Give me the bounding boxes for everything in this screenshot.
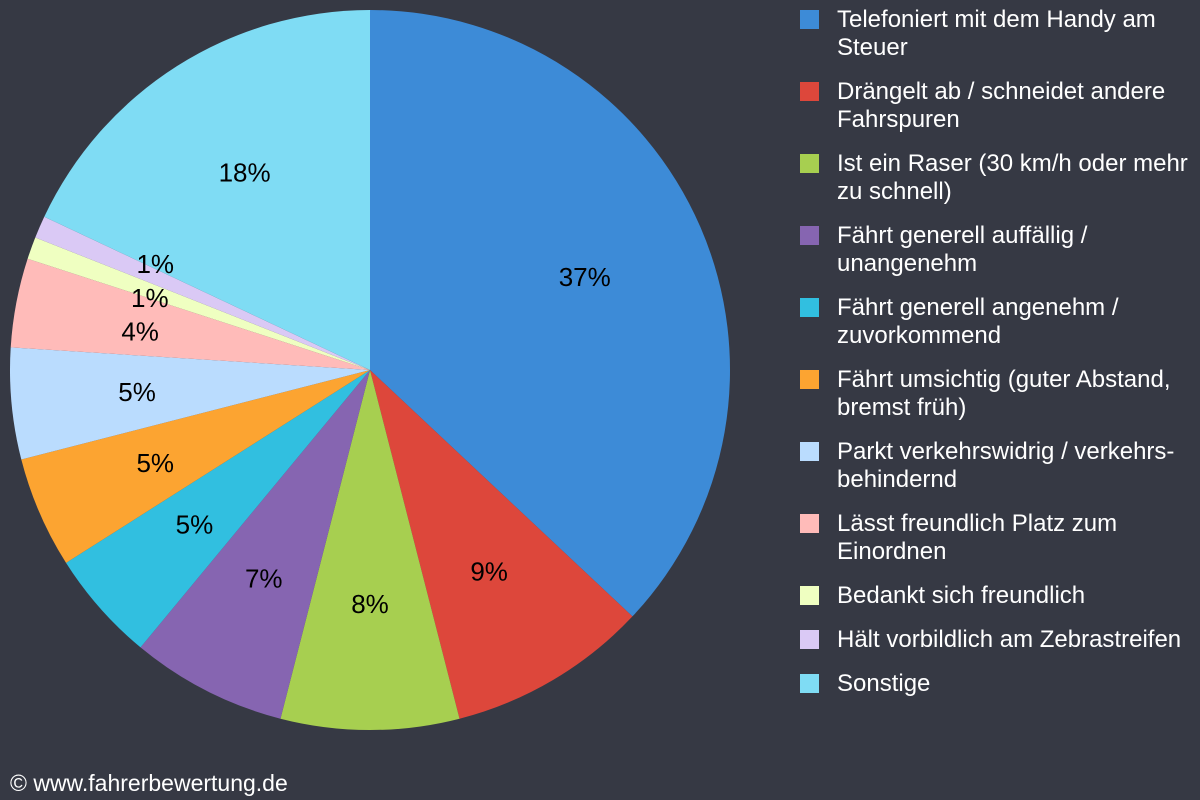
pie-chart: 37% 9% 8% 7% 5% 5% 5% 4% 1% 1% 18% xyxy=(9,10,730,730)
legend-item: Bedankt sich freundlich xyxy=(800,582,1195,610)
legend-item: Hält vorbildlich am Zebrastreifen xyxy=(800,626,1195,654)
copyright-footer: © www.fahrerbewertung.de xyxy=(10,770,288,796)
pie-slice xyxy=(140,370,370,719)
legend-label: Drängelt ab / schneidet andere Fahrspure… xyxy=(837,78,1166,133)
legend-swatch xyxy=(800,630,819,649)
legend-item: Fährt generell auffällig / unangenehm xyxy=(800,222,1195,278)
pie-slice xyxy=(370,10,730,617)
pie-slice xyxy=(280,370,460,730)
legend-label: Fährt umsichtig (guter Abstand, bremst f… xyxy=(837,366,1171,421)
legend-swatch xyxy=(800,298,819,317)
legend-item: Parkt verkehrswidrig / verkehrs-behinder… xyxy=(800,438,1195,494)
legend-label: Sonstige xyxy=(837,670,931,697)
legend-swatch xyxy=(800,586,819,605)
pie-slice xyxy=(35,216,371,370)
slice-data-label: 37% xyxy=(559,262,611,292)
legend-swatch xyxy=(800,82,819,101)
slice-data-label: 9% xyxy=(470,556,508,586)
legend-swatch xyxy=(800,674,819,693)
legend-label: Fährt generell auffällig / unangenehm xyxy=(837,222,1088,277)
legend-item: Telefoniert mit dem Handy am Steuer xyxy=(800,6,1195,62)
legend-label: Telefoniert mit dem Handy am Steuer xyxy=(837,6,1156,61)
legend-label: Ist ein Raser (30 km/h oder mehr zu schn… xyxy=(837,150,1188,205)
legend: Telefoniert mit dem Handy am Steuer Dräng… xyxy=(800,6,1195,714)
slice-data-label: 5% xyxy=(136,448,174,478)
slice-data-label: 7% xyxy=(245,563,283,593)
legend-swatch xyxy=(800,514,819,533)
legend-swatch xyxy=(800,442,819,461)
legend-label: Lässt freundlich Platz zum Einordnen xyxy=(837,510,1118,565)
pie-slice xyxy=(21,370,371,563)
legend-item: Fährt generell angenehm / zuvorkommend xyxy=(800,294,1195,350)
legend-item: Sonstige xyxy=(800,670,1195,698)
legend-item: Lässt freundlich Platz zum Einordnen xyxy=(800,510,1195,566)
slice-data-label: 5% xyxy=(176,510,214,540)
pie-slice xyxy=(370,370,633,719)
legend-label: Bedankt sich freundlich xyxy=(837,582,1086,609)
pie-slice xyxy=(27,237,370,370)
slice-data-label: 8% xyxy=(351,589,389,619)
slice-data-label: 18% xyxy=(219,157,271,187)
legend-swatch xyxy=(800,226,819,245)
legend-item: Fährt umsichtig (guter Abstand, bremst f… xyxy=(800,366,1195,422)
legend-label: Hält vorbildlich am Zebrastreifen xyxy=(837,626,1182,653)
slice-data-label: 4% xyxy=(121,317,159,347)
pie-slice xyxy=(9,347,370,460)
pie-slice xyxy=(44,10,370,370)
legend-swatch xyxy=(800,370,819,389)
legend-label: Fährt generell angenehm / zuvorkommend xyxy=(837,294,1119,349)
slice-data-label: 1% xyxy=(131,283,169,313)
legend-swatch xyxy=(800,154,819,173)
legend-swatch xyxy=(800,10,819,29)
legend-label: Parkt verkehrswidrig / verkehrs-behinder… xyxy=(837,438,1175,493)
pie-slice xyxy=(66,370,371,648)
slice-data-label: 5% xyxy=(118,377,156,407)
pie-slice xyxy=(10,258,370,370)
legend-item: Drängelt ab / schneidet andere Fahrspure… xyxy=(800,78,1195,134)
legend-item: Ist ein Raser (30 km/h oder mehr zu schn… xyxy=(800,150,1195,206)
slice-data-label: 1% xyxy=(136,249,174,279)
